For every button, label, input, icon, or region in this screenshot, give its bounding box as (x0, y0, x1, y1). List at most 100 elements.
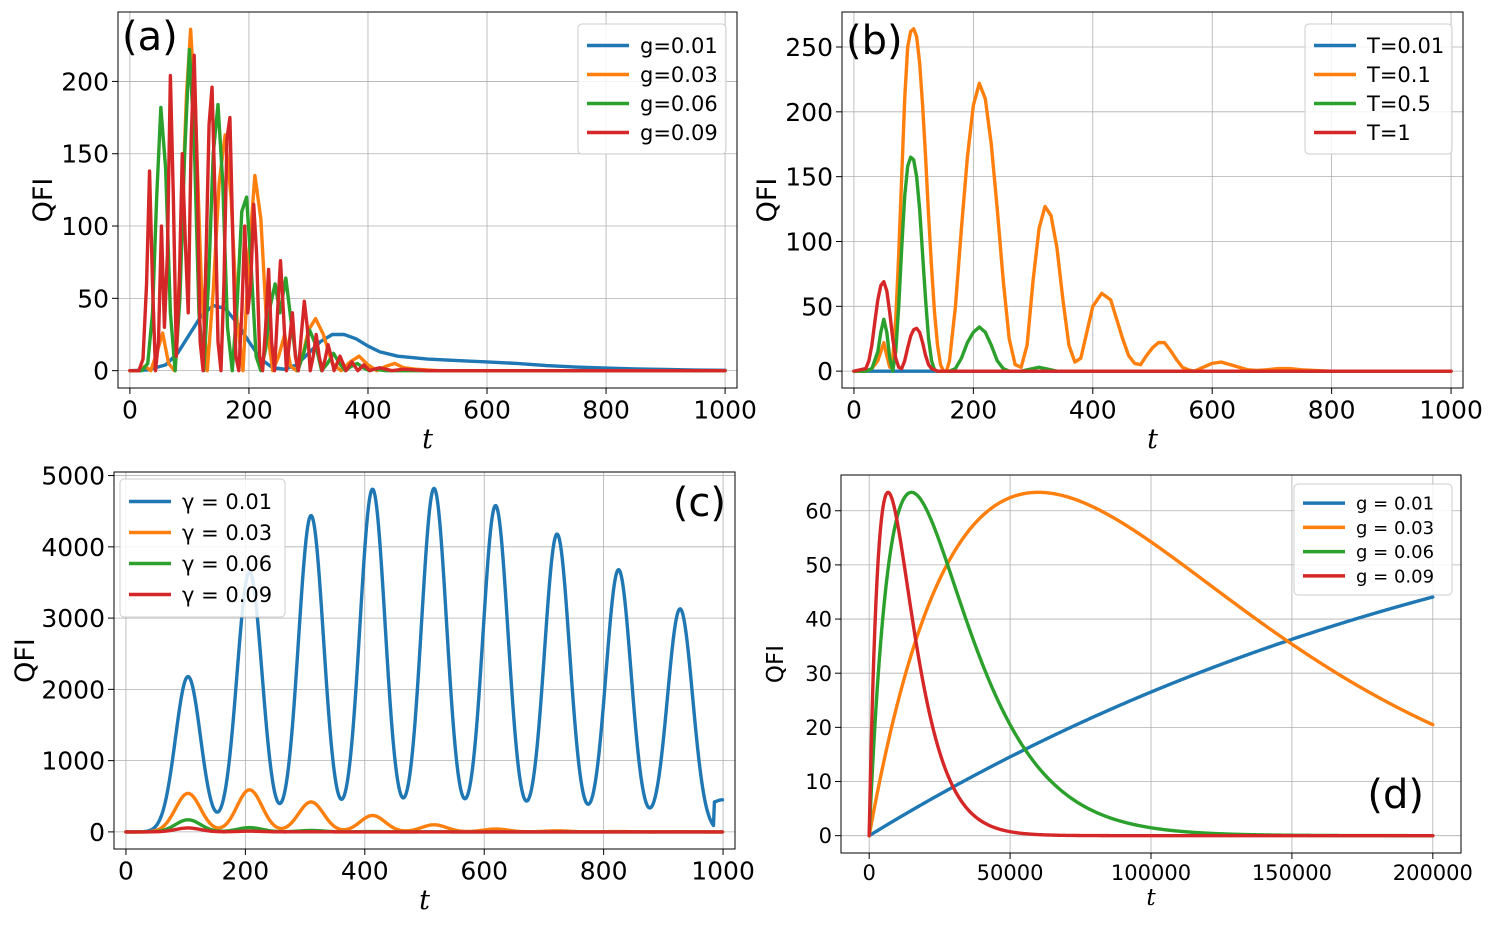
y-tick-label: 20 (805, 716, 832, 740)
y-tick-label: 50 (801, 292, 833, 321)
x-axis-label: t (419, 885, 430, 916)
x-tick-label: 800 (582, 396, 630, 425)
series-line-4 (867, 490, 1435, 838)
legend-entry: g=0.06 (640, 92, 718, 116)
y-tick-label: 30 (805, 662, 832, 686)
legend: T=0.01 T=0.1 T=0.5 T=1 (1304, 23, 1453, 155)
legend-entry: g = 0.09 (1356, 566, 1434, 587)
series-line-2 (852, 27, 1453, 373)
y-tick-label: 3000 (41, 604, 105, 633)
y-axis-label: QFI (763, 645, 789, 683)
x-tick-label: 200 (950, 396, 998, 425)
x-tick-label: 1000 (693, 396, 757, 425)
x-tick-label: 1000 (1419, 396, 1483, 425)
y-tick-label: 0 (93, 357, 109, 386)
ticks: 0 50000 100000 150000 200000 0 10 20 30 40 50 60 (805, 499, 1473, 885)
x-tick-label: 1000 (691, 857, 755, 886)
y-axis-label: QFI (10, 638, 41, 683)
legend-entry: γ = 0.06 (182, 552, 272, 576)
y-tick-label: 0 (89, 818, 105, 847)
y-axis-label: QFI (28, 178, 59, 223)
series-line-1 (124, 486, 725, 834)
y-tick-label: 150 (785, 163, 833, 192)
series-line-2 (867, 490, 1435, 838)
legend-box (577, 23, 727, 155)
panel-label: (d) (1367, 772, 1424, 818)
ticks: 0 200 400 600 800 1000 0 50 100 150 200 250 (785, 33, 1483, 424)
legend-entry: g=0.03 (640, 63, 718, 87)
panel-a: 0 200 400 600 800 1000 0 50 100 150 200 t QFI (a) g=0.… (28, 11, 757, 455)
axes-frame (113, 471, 736, 850)
panel-label: (c) (673, 480, 726, 526)
axes-frame (117, 11, 738, 389)
legend-entry: g=0.09 (640, 121, 718, 145)
x-tick-label: 600 (463, 396, 511, 425)
x-tick-label: 200 (225, 396, 273, 425)
panel-label: (b) (846, 18, 903, 64)
y-tick-label: 200 (61, 67, 109, 96)
series-lines (124, 486, 725, 834)
series-lines (852, 27, 1453, 373)
legend-box (119, 478, 286, 618)
ticks: 0 200 400 600 800 1000 0 1000 2000 3000 4000 5000 (41, 462, 754, 886)
x-axis-label: t (1147, 424, 1158, 455)
panel-d: 0 50000 100000 150000 200000 0 10 20 30 40 50 60 t QF… (763, 474, 1473, 911)
panel-b: 0 200 400 600 800 1000 0 50 100 150 200 250 t QFI (b) T… (752, 11, 1483, 455)
x-axis-label: t (422, 424, 433, 455)
y-tick-label: 100 (785, 227, 833, 256)
panel-label: (a) (122, 14, 178, 60)
x-tick-label: 200000 (1393, 861, 1473, 885)
legend: γ = 0.01 γ = 0.03 γ = 0.06 γ = 0.09 (119, 478, 286, 618)
y-tick-label: 50 (77, 284, 109, 313)
y-tick-label: 0 (817, 357, 833, 386)
x-tick-label: 100000 (1111, 861, 1191, 885)
series-lines (867, 490, 1435, 838)
axes-frame (841, 11, 1464, 389)
x-tick-label: 150000 (1252, 861, 1332, 885)
x-tick-label: 50000 (977, 861, 1044, 885)
x-tick-label: 0 (122, 396, 138, 425)
series-line-1 (867, 595, 1435, 838)
legend-entry: g = 0.01 (1356, 494, 1434, 515)
x-tick-label: 800 (1308, 396, 1356, 425)
series-lines (128, 27, 727, 373)
legend-entry: T=0.01 (1366, 34, 1444, 58)
y-tick-label: 60 (805, 499, 832, 523)
y-tick-label: 4000 (41, 533, 105, 562)
y-tick-label: 250 (785, 33, 833, 62)
x-tick-label: 0 (862, 861, 875, 885)
legend-entry: T=0.5 (1366, 92, 1431, 116)
x-tick-label: 400 (341, 857, 389, 886)
x-tick-label: 600 (460, 857, 508, 886)
y-tick-label: 40 (805, 608, 832, 632)
legend-entry: g=0.01 (640, 34, 718, 58)
legend: g = 0.01 g = 0.03 g = 0.06 g = 0.09 (1293, 483, 1453, 596)
legend-entry: γ = 0.03 (182, 521, 272, 545)
x-tick-label: 600 (1188, 396, 1236, 425)
y-tick-label: 200 (785, 98, 833, 127)
y-axis-label: QFI (752, 178, 783, 223)
panel-c: 0 200 400 600 800 1000 0 1000 2000 3000 4000 5000 t Q… (10, 462, 755, 916)
legend-entry: T=0.1 (1366, 63, 1431, 87)
legend-entry: γ = 0.09 (182, 583, 272, 607)
y-tick-label: 1000 (41, 747, 105, 776)
legend-entry: γ = 0.01 (182, 490, 272, 514)
series-line-3 (852, 155, 1453, 373)
y-tick-label: 2000 (41, 675, 105, 704)
series-line-4 (124, 826, 725, 834)
x-tick-label: 400 (344, 396, 392, 425)
ticks: 0 200 400 600 800 1000 0 50 100 150 200 (61, 67, 757, 424)
x-tick-label: 800 (580, 857, 628, 886)
legend-box (1304, 23, 1453, 155)
y-tick-label: 150 (61, 140, 109, 169)
x-tick-label: 0 (118, 857, 134, 886)
series-line-4 (128, 53, 727, 373)
legend-entry: g = 0.06 (1356, 542, 1434, 563)
x-tick-label: 0 (846, 396, 862, 425)
y-tick-label: 50 (805, 553, 832, 577)
legend: g=0.01 g=0.03 g=0.06 g=0.09 (577, 23, 727, 155)
y-tick-label: 100 (61, 212, 109, 241)
y-tick-label: 5000 (41, 462, 105, 491)
y-tick-label: 0 (819, 824, 832, 848)
